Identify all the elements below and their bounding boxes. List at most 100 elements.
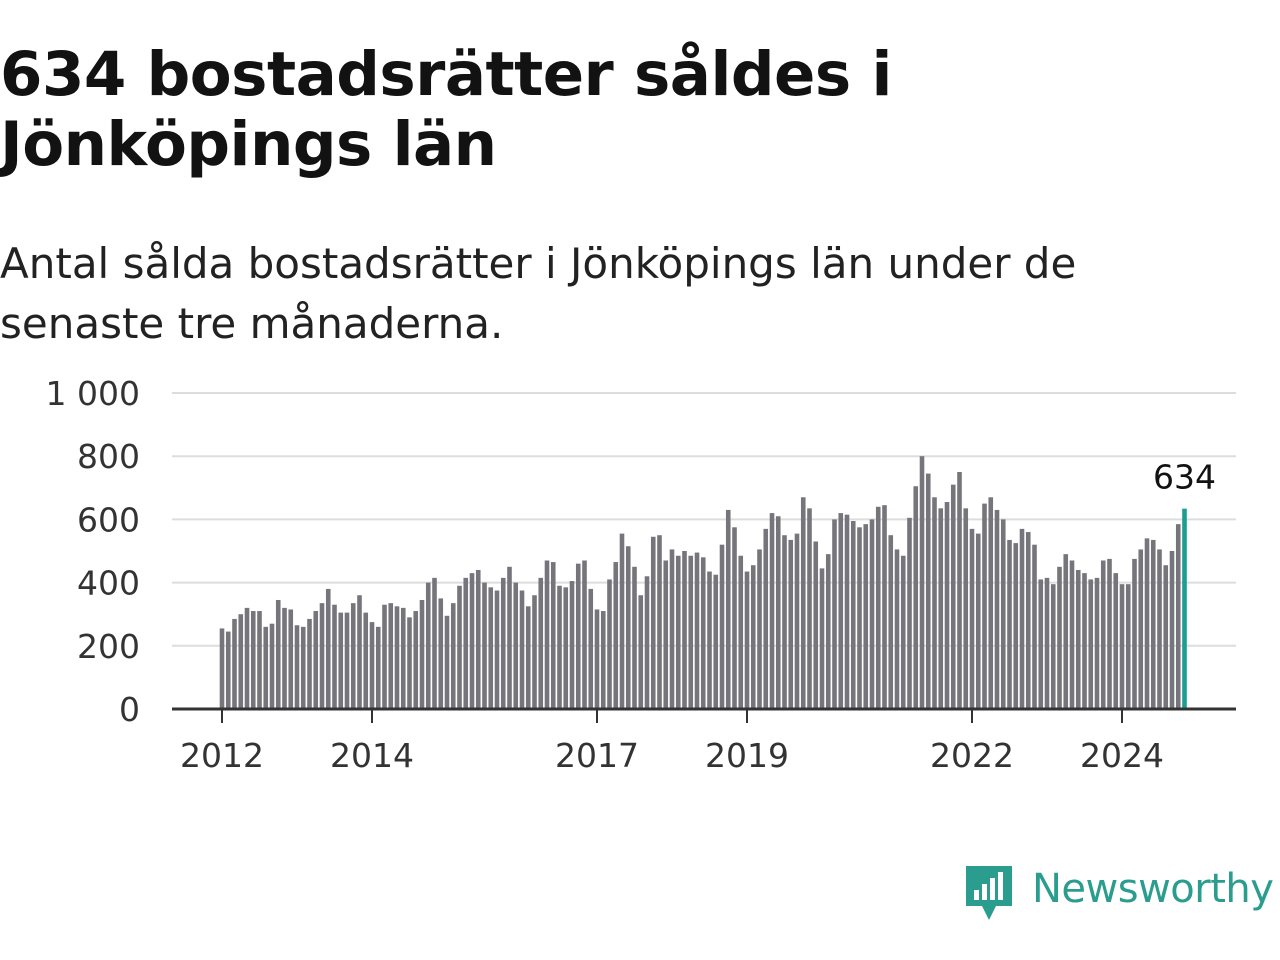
bar xyxy=(300,626,306,709)
bar xyxy=(625,546,631,709)
bar xyxy=(769,513,775,709)
bar xyxy=(363,612,369,709)
bar xyxy=(1144,538,1150,709)
bar xyxy=(1032,544,1037,709)
bar xyxy=(269,623,275,709)
brand-name: Newsworthy xyxy=(1032,866,1274,912)
bar xyxy=(250,611,256,709)
bar xyxy=(894,549,900,709)
bar xyxy=(957,472,962,709)
bar xyxy=(925,473,931,709)
bar xyxy=(1075,569,1081,709)
bar xyxy=(457,585,462,709)
bar xyxy=(1082,573,1087,709)
bar xyxy=(994,509,1000,709)
bar xyxy=(513,582,519,709)
bar xyxy=(1088,579,1094,709)
bar xyxy=(494,590,500,709)
bar xyxy=(1113,573,1119,709)
bar xyxy=(744,571,750,709)
bar xyxy=(963,508,969,709)
bar xyxy=(632,566,637,709)
bar xyxy=(982,503,987,709)
bar xyxy=(525,606,531,709)
bar xyxy=(619,533,625,709)
bar xyxy=(588,588,594,709)
x-tick-label: 2017 xyxy=(555,736,639,775)
bar xyxy=(488,587,494,709)
bar xyxy=(832,519,837,709)
bar xyxy=(219,628,225,709)
bar xyxy=(675,555,681,709)
y-tick-label: 400 xyxy=(77,564,140,603)
bar xyxy=(294,625,300,709)
bar xyxy=(882,505,887,709)
bar xyxy=(413,611,419,709)
bar xyxy=(819,568,825,709)
bar xyxy=(394,606,400,709)
bar xyxy=(463,577,469,709)
y-tick-label: 800 xyxy=(77,437,140,476)
bar xyxy=(1069,560,1075,709)
y-tick-label: 1 000 xyxy=(46,374,140,413)
bar xyxy=(1044,577,1050,709)
bar xyxy=(600,611,606,709)
bar xyxy=(475,569,481,709)
bar xyxy=(682,551,687,709)
bar xyxy=(663,560,669,709)
bar xyxy=(288,609,294,709)
bar xyxy=(725,509,731,709)
bar xyxy=(1150,539,1156,709)
bar xyxy=(257,611,262,709)
bar xyxy=(713,574,719,709)
bar xyxy=(425,582,431,709)
bar xyxy=(1007,539,1012,709)
bar xyxy=(550,562,556,709)
bar xyxy=(232,618,237,709)
bar xyxy=(344,612,350,709)
highlight-value-label: 634 xyxy=(1153,458,1216,497)
bar xyxy=(707,571,712,709)
bar xyxy=(900,555,906,709)
bar xyxy=(557,585,562,709)
bar xyxy=(563,587,569,709)
bar xyxy=(919,456,925,709)
bar xyxy=(519,590,525,709)
bar xyxy=(450,603,456,709)
bar xyxy=(1132,558,1137,709)
bar xyxy=(988,497,994,709)
bar xyxy=(419,599,425,709)
bar xyxy=(1063,554,1069,709)
y-tick-label: 200 xyxy=(77,627,140,666)
bar xyxy=(869,519,875,709)
x-tick-label: 2014 xyxy=(330,736,414,775)
bar xyxy=(357,595,362,709)
chart-title: 634 bostadsrätter såldes i Jönköpings lä… xyxy=(0,39,892,180)
bar xyxy=(244,607,250,709)
bar xyxy=(1163,565,1169,709)
bar xyxy=(857,527,862,709)
bar xyxy=(750,565,756,709)
bar xyxy=(738,555,744,709)
bar xyxy=(813,541,819,709)
bar xyxy=(1157,549,1162,709)
x-tick-label: 2019 xyxy=(705,736,789,775)
bar xyxy=(544,560,550,709)
bar xyxy=(507,566,512,709)
x-tick-label: 2022 xyxy=(930,736,1014,775)
bar xyxy=(907,517,912,709)
bar xyxy=(719,544,725,709)
newsworthy-logo-icon xyxy=(966,866,1012,920)
bar xyxy=(282,607,287,709)
bar xyxy=(325,588,331,709)
bar xyxy=(700,557,706,709)
bar xyxy=(1000,519,1006,709)
bar xyxy=(1057,566,1062,709)
bar xyxy=(532,595,537,709)
bar xyxy=(1169,551,1175,709)
bar xyxy=(582,560,587,709)
bar xyxy=(657,535,662,709)
bar xyxy=(732,527,737,709)
bar xyxy=(969,528,975,709)
y-tick-label: 600 xyxy=(77,500,140,539)
